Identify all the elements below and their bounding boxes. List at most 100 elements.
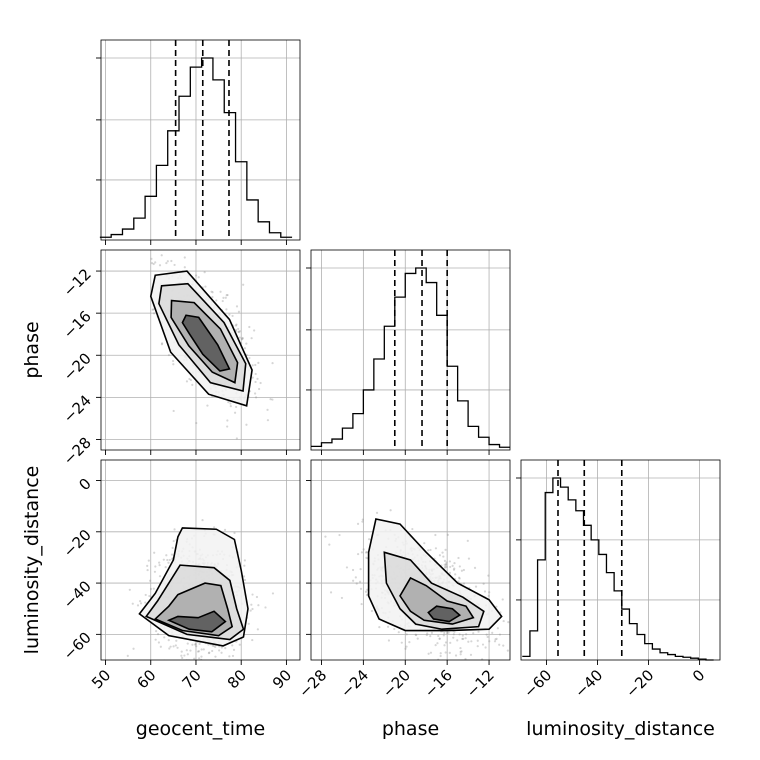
panel-frame (520, 459, 721, 661)
sample-point (359, 568, 362, 571)
sample-point (461, 672, 463, 674)
sample-point (217, 676, 219, 678)
sample-point (515, 604, 517, 606)
sample-point (338, 533, 341, 537)
sample-point (225, 308, 228, 311)
sample-point (200, 648, 203, 651)
x-tick-label: 0 (689, 666, 708, 685)
y-tick-label: −24 (60, 391, 95, 426)
histogram-step-geocent_time (99, 57, 293, 238)
sample-point (131, 602, 134, 605)
y-axis-label-phase: phase (21, 321, 43, 378)
sample-point (389, 509, 392, 512)
sample-point (451, 564, 454, 567)
sample-point (256, 628, 259, 631)
sample-point (160, 666, 162, 668)
y-tick-label: −60 (60, 628, 95, 663)
sample-point (154, 261, 157, 264)
x-axis-label-geocent_time: geocent_time (136, 718, 265, 740)
sample-point (171, 546, 174, 549)
sample-point (234, 405, 238, 409)
sample-point (243, 559, 246, 562)
y-axis-label-luminosity-distance: luminosity_distance (21, 466, 43, 655)
sample-point (465, 633, 468, 636)
sample-point (476, 639, 479, 642)
sample-point (240, 338, 244, 341)
sample-point (158, 561, 161, 564)
contour-line (367, 518, 503, 632)
sample-point (211, 644, 214, 647)
sample-point (460, 569, 463, 572)
sample-point (189, 378, 193, 382)
x-tick-label: 90 (269, 666, 295, 692)
sample-point (443, 644, 446, 647)
sample-point (231, 314, 234, 318)
sample-point (437, 634, 440, 638)
sample-point (224, 296, 227, 299)
sample-point (167, 639, 170, 642)
sample-point (119, 246, 121, 248)
sample-point (234, 328, 238, 332)
sample-point (494, 638, 497, 641)
contour-line (144, 564, 245, 641)
sample-point (411, 527, 414, 531)
sample-point (147, 559, 150, 562)
sample-point (454, 654, 458, 657)
panel-content (119, 246, 274, 440)
sample-point (439, 652, 442, 655)
contour-line (383, 551, 485, 631)
density-region (428, 606, 460, 622)
sample-point (203, 271, 206, 274)
sample-point (483, 590, 487, 593)
sample-point (360, 551, 364, 554)
sample-point (429, 651, 433, 654)
y-tick-label: −20 (60, 349, 95, 384)
sample-point (183, 256, 186, 259)
sample-point (172, 645, 175, 648)
sample-point (180, 654, 183, 657)
sample-point (212, 644, 215, 648)
sample-point (458, 633, 461, 636)
x-tick-label: −16 (421, 666, 456, 701)
sample-point (456, 639, 459, 642)
panel-frame (310, 249, 511, 451)
sample-point (215, 299, 218, 302)
sample-point (425, 633, 428, 637)
sample-point (185, 649, 188, 652)
gridlines (311, 250, 510, 450)
sample-point (197, 662, 199, 664)
sample-point (219, 290, 222, 293)
sample-point (149, 587, 153, 591)
histogram-panel-luminosity_distance (516, 459, 721, 665)
sample-point (502, 619, 505, 623)
sample-point (211, 295, 214, 299)
sample-point (214, 645, 217, 649)
sample-point (136, 604, 140, 607)
sample-point (242, 283, 245, 286)
sample-point (488, 640, 491, 643)
sample-point (196, 663, 198, 665)
sample-point (228, 655, 231, 658)
density-fill (150, 271, 253, 406)
sample-point (386, 625, 390, 628)
panel-frame (100, 39, 301, 241)
sample-point (202, 648, 205, 651)
sample-point (160, 254, 163, 257)
sample-point (266, 419, 270, 422)
sample-point (405, 633, 408, 636)
sample-point (173, 528, 176, 531)
sample-point (150, 262, 154, 265)
sample-point (165, 261, 168, 265)
panel-frame (310, 459, 511, 661)
x-tick-label: −40 (571, 666, 606, 701)
sample-point (226, 425, 229, 428)
sample-point (169, 645, 172, 648)
sample-point (271, 592, 275, 595)
sample-point (162, 558, 165, 561)
sample-point (138, 599, 142, 603)
sample-point (467, 557, 471, 560)
sample-point (271, 398, 274, 401)
sample-point (191, 643, 194, 646)
sample-point (152, 262, 155, 266)
sample-point (168, 647, 171, 650)
